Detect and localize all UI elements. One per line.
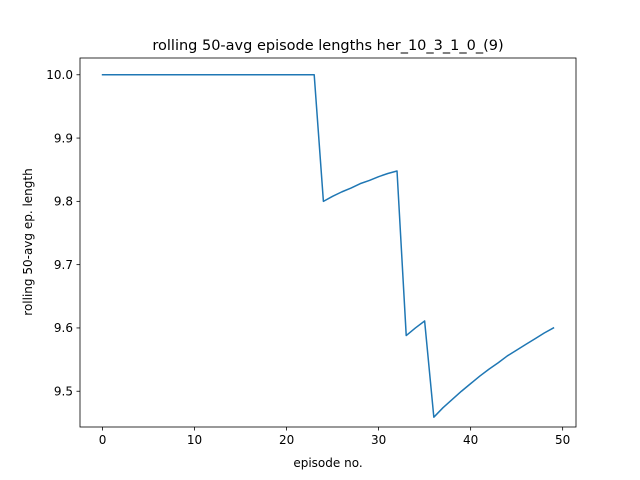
x-tick-label: 50 [555,433,570,447]
y-axis-label: rolling 50-avg ep. length [21,168,35,315]
x-tick-label: 30 [371,433,386,447]
y-tick-label: 9.7 [54,258,73,272]
chart-title: rolling 50-avg episode lengths her_10_3_… [152,38,503,54]
y-tick-label: 9.6 [54,321,73,335]
plot-area: 0 10 20 30 40 50 9.5 9.6 9.7 9.8 9.9 10.0 [46,57,577,447]
x-tick-label: 10 [187,433,202,447]
y-tick-label: 9.8 [54,195,73,209]
x-tick-label: 40 [463,433,478,447]
y-tick-label: 9.9 [54,131,73,145]
y-tick-label: 10.0 [46,68,73,82]
x-tick-label: 20 [279,433,294,447]
series-line-0 [101,74,555,418]
axes-frame [79,57,577,428]
y-tick-label: 9.5 [54,385,73,399]
x-axis-label: episode no. [293,456,362,470]
x-tick-label: 0 [99,433,107,447]
